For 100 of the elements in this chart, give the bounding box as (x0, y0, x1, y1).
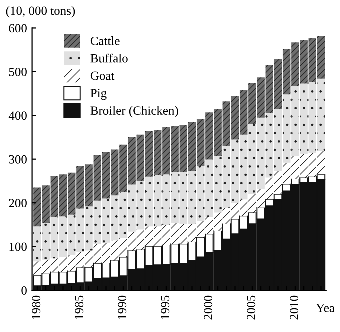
bar (102, 198, 110, 243)
bar (240, 200, 248, 216)
bar (120, 238, 128, 258)
bar (94, 200, 102, 244)
bar (128, 138, 136, 185)
bar (222, 102, 231, 146)
bar (188, 224, 196, 242)
bar (145, 176, 154, 227)
bar (231, 96, 240, 140)
x-tick-label: 1995 (161, 296, 170, 320)
bar (317, 151, 326, 175)
bar (257, 118, 265, 190)
bar (188, 122, 196, 172)
bar (266, 113, 274, 178)
bar (76, 166, 84, 209)
bar (171, 126, 179, 172)
bar (110, 240, 119, 261)
legend-label: Pig (90, 89, 107, 100)
bar (282, 162, 291, 185)
bar (102, 242, 110, 263)
bar (68, 172, 76, 215)
bar (59, 216, 68, 258)
bar (136, 230, 145, 250)
bar (214, 110, 222, 156)
bar (162, 225, 170, 246)
bar (180, 125, 188, 172)
bar (300, 154, 308, 178)
y-tick-label: 200 (9, 199, 27, 208)
bar (274, 109, 282, 172)
bar (206, 112, 214, 160)
y-tick-label: 300 (9, 155, 27, 164)
y-tick-label: 100 (10, 242, 27, 252)
bar (34, 188, 42, 227)
bar (162, 127, 170, 175)
bar (110, 196, 119, 241)
bar (214, 156, 222, 213)
bar (59, 174, 68, 217)
bar (222, 146, 231, 208)
bar (68, 214, 76, 256)
bar (206, 160, 214, 218)
bar (154, 226, 162, 246)
bar (274, 59, 282, 110)
x-tick-label: 2010 (290, 296, 299, 320)
bar (300, 84, 308, 155)
legend-label: Cattle (90, 36, 120, 46)
bar (76, 252, 84, 268)
bar (248, 124, 256, 194)
bar (196, 119, 205, 166)
bar (42, 223, 50, 260)
bar (188, 171, 196, 224)
bar (136, 181, 145, 230)
bar (136, 134, 145, 182)
bar (266, 178, 274, 200)
bar (68, 256, 76, 272)
bar (240, 90, 248, 135)
bar (59, 257, 68, 272)
bar (222, 208, 231, 224)
bar (282, 49, 291, 95)
bar (266, 65, 274, 114)
bar (85, 164, 93, 207)
bar (231, 140, 240, 204)
bar (50, 176, 59, 218)
bar (257, 78, 265, 118)
bar (34, 262, 42, 276)
bar (128, 232, 136, 251)
bar (85, 206, 93, 251)
legend-label: Buffalo (90, 54, 128, 63)
bar (214, 212, 222, 232)
bar (274, 171, 282, 194)
bar (300, 40, 308, 84)
bar (42, 186, 50, 224)
bar (94, 244, 102, 264)
bar (145, 131, 154, 177)
y-tick-label: 0 (22, 286, 27, 295)
y-axis-title: (10, 000 tons) (6, 6, 76, 18)
bar (196, 166, 205, 221)
bar (308, 82, 317, 154)
bar (120, 192, 128, 238)
bar (110, 150, 119, 196)
bar (317, 36, 326, 79)
bar (50, 218, 59, 259)
bar (85, 250, 93, 268)
bar (292, 156, 300, 180)
bar (154, 130, 162, 176)
bar (50, 258, 59, 272)
x-tick-label: 1985 (75, 296, 84, 320)
legend-label: Broiler (Chicken) (90, 106, 178, 118)
bar (317, 78, 326, 152)
bar (282, 94, 291, 163)
bar (102, 152, 110, 199)
x-tick-label: 1980 (32, 296, 41, 320)
bar (145, 226, 154, 246)
legend-label: Goat (90, 72, 115, 80)
bar (120, 144, 128, 192)
bar (162, 174, 170, 226)
bar (128, 184, 136, 232)
bar (94, 155, 102, 201)
x-tick-label: 1990 (118, 296, 127, 320)
bar (154, 176, 162, 227)
bar (231, 203, 240, 220)
